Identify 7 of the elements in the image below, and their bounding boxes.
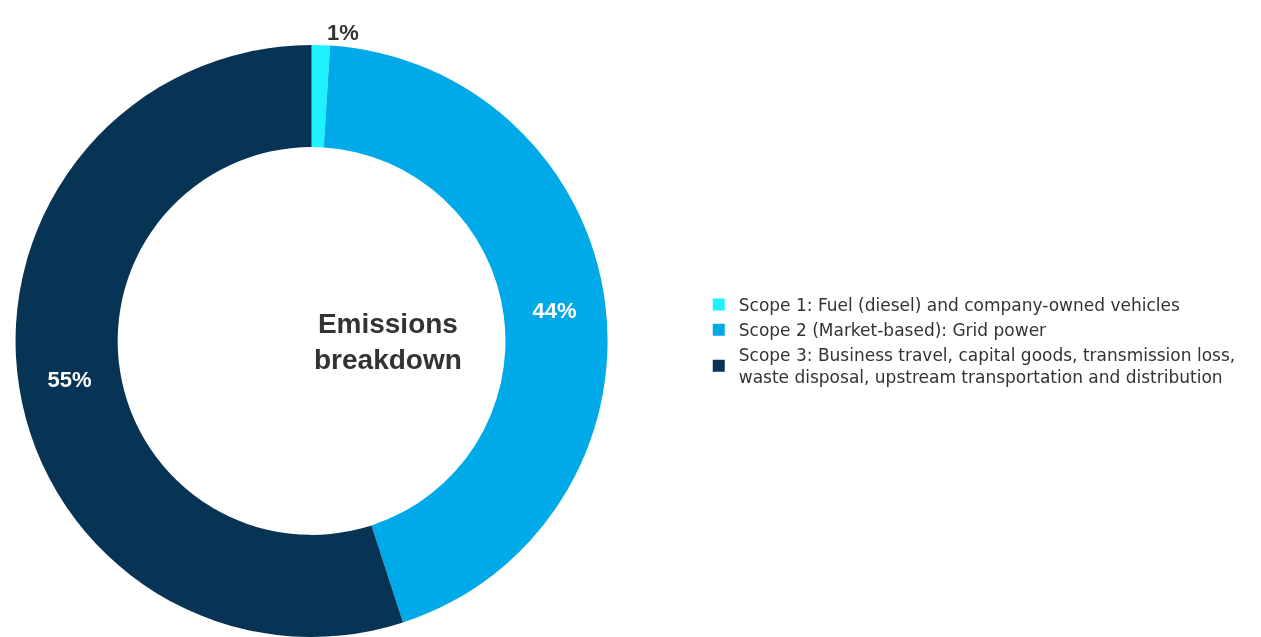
data-label: 1% <box>327 20 359 46</box>
legend-label: Scope 1: Fuel (diesel) and company-owned vehicles <box>738 295 1180 316</box>
legend-label: Scope 2 (Market-based): Grid power <box>738 320 1047 341</box>
text: Emissions breakdown <box>314 308 462 376</box>
data-label: 55% <box>47 366 92 392</box>
data-label: 44% <box>532 297 577 323</box>
legend-label: Scope 3: Business travel, capital goods, transmission loss, waste disposal, upstream transportation and distribution <box>738 345 1236 388</box>
